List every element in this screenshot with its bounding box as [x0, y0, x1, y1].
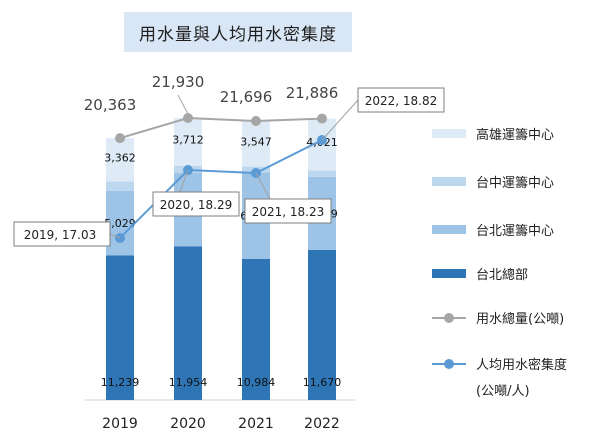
- total-point: [115, 133, 125, 144]
- data-label-kaohsiung: 3,712: [172, 133, 204, 146]
- data-label-kaohsiung: 3,362: [104, 152, 136, 165]
- legend-item-kaohsiung: 高雄運籌中心: [432, 124, 554, 143]
- x-tick-label: 2019: [102, 416, 138, 432]
- legend-label-intensity-unit: (公噸/人): [476, 384, 530, 399]
- legend-swatch-kaohsiung: [432, 129, 466, 138]
- total-line: [119, 116, 323, 140]
- intensity-callout-leader: [179, 169, 189, 193]
- legend-item-hq: 台北總部: [432, 264, 528, 283]
- bar-segment-hq: [174, 246, 202, 400]
- data-label-hq: 11,670: [303, 376, 342, 389]
- legend-label-hq: 台北總部: [476, 268, 529, 283]
- legend-marker-intensity: [432, 358, 466, 369]
- legend-item-taichung: 台中運籌中心: [432, 172, 554, 191]
- data-label-kaohsiung: 3,547: [240, 136, 272, 149]
- bar-segment-kaohsiung: [174, 118, 202, 166]
- intensity-data-label: 2022, 18.82: [365, 94, 438, 108]
- legend-item-taipei-ops: 台北運籌中心: [432, 220, 554, 239]
- legend-label-taichung: 台中運籌中心: [476, 176, 555, 191]
- bar-segment-hq: [242, 258, 270, 400]
- intensity-callout-leader: [109, 233, 121, 239]
- legend-swatch-hq: [432, 269, 466, 278]
- intensity-callout-box: [357, 87, 445, 113]
- intensity-data-label: 2021, 18.23: [252, 205, 325, 219]
- total-point: [183, 113, 193, 123]
- total-data-label: 21,930: [152, 73, 205, 91]
- intensity-callout-box: [13, 221, 111, 247]
- bar-segment-taipei-ops: [106, 190, 134, 256]
- chart-title: 用水量與人均用水密集度: [124, 12, 352, 52]
- bar-segment-kaohsiung: [242, 121, 270, 167]
- x-tick-label: 2020: [170, 416, 206, 432]
- bar-segment-hq: [106, 255, 134, 400]
- x-tick-label: 2021: [238, 416, 274, 432]
- legend-label-kaohsiung: 高雄運籌中心: [476, 128, 555, 143]
- legend-swatch-taichung: [432, 177, 466, 186]
- data-label-hq: 11,954: [169, 376, 208, 389]
- intensity-callout-leader: [255, 172, 271, 200]
- intensity-point: [251, 168, 261, 178]
- bar-segment-taichung: [308, 170, 336, 177]
- data-label-taipei-ops: 5,029: [104, 217, 136, 230]
- legend-swatch-taipei-ops: [432, 225, 466, 234]
- bar-segment-taichung: [106, 181, 134, 191]
- intensity-data-label: 2019, 17.03: [24, 228, 97, 242]
- chart-title-text: 用水量與人均用水密集度: [139, 24, 337, 45]
- total-data-label: 20,363: [84, 96, 137, 114]
- legend-marker-total: [432, 312, 466, 323]
- total-point: [317, 113, 327, 124]
- data-label-hq: 11,239: [101, 376, 140, 389]
- legend-item-intensity-unit: (公噸/人): [476, 380, 530, 399]
- total-data-label: 21,696: [220, 88, 273, 106]
- intensity-callout-box: [244, 198, 332, 224]
- bar-segment-hq: [308, 249, 336, 400]
- total-data-label: 21,886: [286, 84, 339, 102]
- intensity-data-label: 2020, 18.29: [160, 198, 233, 212]
- total-point: [251, 116, 261, 127]
- legend-label-taipei-ops: 台北運籌中心: [476, 224, 555, 239]
- bar-segment-kaohsiung: [106, 138, 134, 182]
- legend-label-total: 用水總量(公噸): [476, 312, 565, 327]
- intensity-callout-box: [152, 191, 240, 217]
- legend-label-intensity: 人均用水密集度: [476, 358, 568, 373]
- x-tick-label: 2022: [304, 416, 340, 432]
- legend-item-total: 用水總量(公噸): [432, 308, 564, 327]
- data-label-hq: 10,984: [237, 376, 276, 389]
- total-label-leader: [177, 94, 189, 115]
- intensity-callout-leader: [321, 99, 359, 141]
- legend-item-intensity: 人均用水密集度: [432, 354, 567, 373]
